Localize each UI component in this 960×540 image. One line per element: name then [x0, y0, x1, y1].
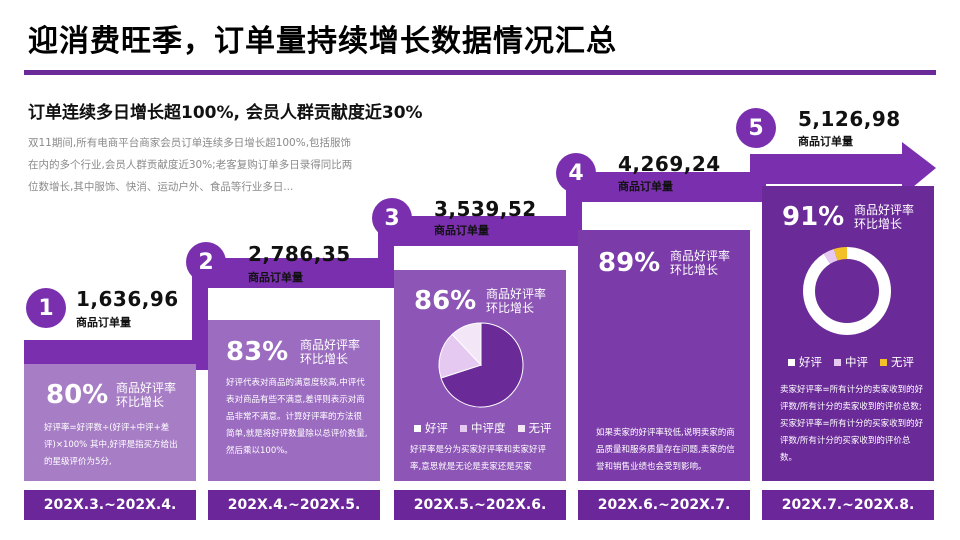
step-number-4: 4 — [556, 153, 596, 193]
pie-slice-good — [440, 322, 524, 408]
pie-slice-none — [451, 322, 482, 367]
step-percent-label-5a: 商品好评率 — [854, 203, 915, 217]
rating-donut-chart — [803, 247, 891, 335]
step-value-label-5: 商品订单量 — [798, 135, 853, 148]
step-number-1: 1 — [26, 288, 66, 328]
step-value-5: 5,126,98 — [798, 107, 901, 131]
step-value-1: 1,636,96 — [76, 287, 179, 311]
description-text: 双11期间,所有电商平台商家会员订单连续多日增长超100%,包括服饰在内的多个行… — [28, 137, 353, 193]
step-percent-label-1a: 商品好评率 — [116, 381, 177, 395]
subtitle: 订单连续多日增长超100%, 会员人群贡献度近30% — [28, 103, 423, 123]
step-text-5: 卖家好评率=所有计分的卖家收到的好评数/所有计分的卖家收到的评价总数; 买家好评… — [780, 385, 924, 463]
legend-label-good: 好评 — [425, 421, 448, 435]
rating-pie-chart — [438, 322, 524, 408]
step-percent-label-2b: 环比增长 — [300, 352, 349, 366]
staircase-path — [24, 142, 936, 370]
step-value-2: 2,786,35 — [248, 242, 351, 266]
step-text-4: 如果卖家的好评率较低,说明卖家的商品质量和服务质量存在问题,卖家的信誉和销售业绩… — [596, 428, 735, 472]
step-value-label-2: 商品订单量 — [248, 271, 303, 284]
donut-slice-none — [803, 247, 891, 335]
step-date-4: 202X.6.~202X.7. — [578, 490, 750, 520]
step-percent-label-3a: 商品好评率 — [486, 287, 547, 301]
legend-swatch-medium-5 — [834, 358, 841, 366]
step-percent-label-4a: 商品好评率 — [670, 249, 731, 263]
step-percent-label-4b: 环比增长 — [670, 263, 719, 277]
donut-slice-good — [803, 247, 891, 335]
step-text-1: 好评率=好评数÷(好评+中评+差评)×100% 其中,好评是指买方给出的星级评价… — [44, 423, 178, 467]
legend-label-medium-5: 中评 — [845, 355, 868, 369]
step-number-5: 5 — [736, 108, 776, 148]
pie-slice-medium — [438, 333, 482, 379]
step-percent-label-5b: 环比增长 — [854, 217, 903, 231]
step-value-label-4: 商品订单量 — [618, 180, 673, 193]
title-divider — [24, 70, 936, 75]
step-percent-1: 80% — [46, 380, 109, 410]
legend-swatch-none-5 — [880, 358, 887, 366]
legend-label-medium: 中评度 — [471, 421, 506, 435]
legend-swatch-none — [517, 424, 525, 432]
step-percent-4: 89% — [598, 248, 661, 278]
step-text-3: 好评率是分为买家好评率和卖家好评率,意思就是无论是卖家还是买家 — [410, 445, 547, 472]
page-title: 迎消费旺季，订单量持续增长数据情况汇总 — [28, 24, 617, 59]
step-value-label-3: 商品订单量 — [434, 224, 489, 237]
legend-swatch-good-5 — [788, 358, 795, 366]
step-number-2: 2 — [186, 242, 226, 282]
step-card-4 — [578, 230, 750, 481]
legend-swatch-good — [414, 424, 421, 432]
step-date-2: 202X.4.~202X.5. — [208, 490, 380, 520]
step-date-5: 202X.7.~202X.8. — [762, 490, 934, 520]
step-value-4: 4,269,24 — [618, 152, 721, 176]
step-card-2 — [208, 320, 380, 481]
step-value-label-1: 商品订单量 — [76, 316, 131, 329]
legend-label-none: 无评 — [528, 421, 552, 435]
pie-legend: 好评 中评度 无评 — [414, 420, 552, 436]
step-percent-2: 83% — [226, 337, 289, 367]
step-date-1: 202X.3.~202X.4. — [24, 490, 196, 520]
step-percent-label-3b: 环比增长 — [486, 301, 535, 315]
step-card-1 — [24, 364, 196, 481]
step-number-3: 3 — [372, 198, 412, 238]
step-percent-5: 91% — [782, 202, 845, 232]
donut-legend: 好评 中评 无评 — [788, 354, 914, 370]
step-date-3: 202X.5.~202X.6. — [394, 490, 566, 520]
legend-swatch-medium — [460, 424, 467, 432]
step-percent-label-1b: 环比增长 — [116, 395, 165, 409]
step-percent-3: 86% — [414, 286, 477, 316]
legend-label-good-5: 好评 — [799, 355, 822, 369]
step-percent-label-2a: 商品好评率 — [300, 338, 361, 352]
step-value-3: 3,539,52 — [434, 197, 537, 221]
legend-label-none-5: 无评 — [891, 355, 914, 369]
step-text-2: 好评代表对商品的满意度较高,中评代表对商品有些不满意,差评则表示对商品非常不满意… — [226, 378, 368, 456]
